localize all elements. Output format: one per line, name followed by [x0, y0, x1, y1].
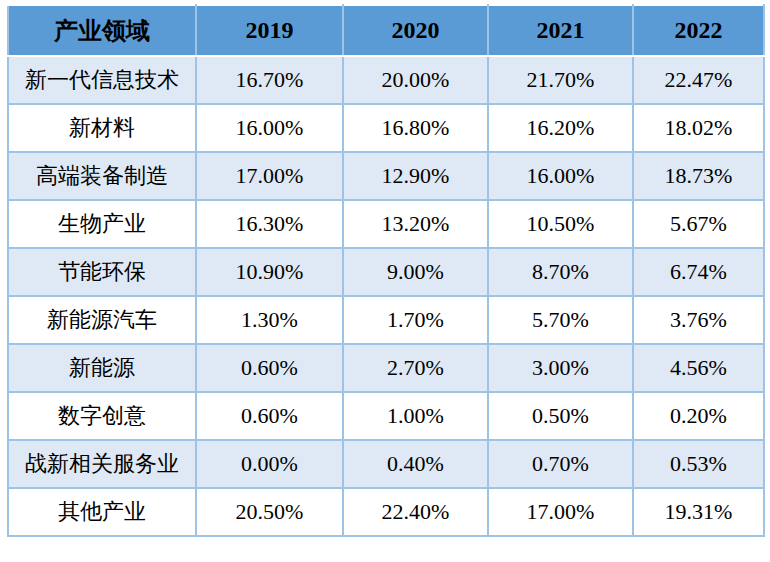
- cell-2022: 6.74%: [633, 248, 764, 296]
- cell-2021: 16.00%: [488, 152, 633, 200]
- cell-2019: 17.00%: [196, 152, 343, 200]
- row-label: 新一代信息技术: [8, 56, 196, 104]
- cell-2020: 13.20%: [343, 200, 488, 248]
- cell-2019: 0.60%: [196, 344, 343, 392]
- cell-2020: 2.70%: [343, 344, 488, 392]
- cell-2021: 5.70%: [488, 296, 633, 344]
- cell-2022: 3.76%: [633, 296, 764, 344]
- column-header-2020: 2020: [343, 5, 488, 56]
- table-row-bio-industry: 生物产业 16.30% 13.20% 10.50% 5.67%: [8, 200, 764, 248]
- cell-2020: 1.70%: [343, 296, 488, 344]
- cell-2022: 0.53%: [633, 440, 764, 488]
- cell-2020: 0.40%: [343, 440, 488, 488]
- cell-2020: 16.80%: [343, 104, 488, 152]
- row-label: 新能源: [8, 344, 196, 392]
- cell-2019: 1.30%: [196, 296, 343, 344]
- column-header-2021: 2021: [488, 5, 633, 56]
- cell-2021: 0.50%: [488, 392, 633, 440]
- table-row-strategic-services: 战新相关服务业 0.00% 0.40% 0.70% 0.53%: [8, 440, 764, 488]
- table-row-digital-creativity: 数字创意 0.60% 1.00% 0.50% 0.20%: [8, 392, 764, 440]
- cell-2019: 16.30%: [196, 200, 343, 248]
- table-row-other-industries: 其他产业 20.50% 22.40% 17.00% 19.31%: [8, 488, 764, 536]
- cell-2021: 8.70%: [488, 248, 633, 296]
- cell-2021: 21.70%: [488, 56, 633, 104]
- row-label: 高端装备制造: [8, 152, 196, 200]
- cell-2022: 18.73%: [633, 152, 764, 200]
- cell-2022: 18.02%: [633, 104, 764, 152]
- table-row-high-end-equipment: 高端装备制造 17.00% 12.90% 16.00% 18.73%: [8, 152, 764, 200]
- cell-2020: 22.40%: [343, 488, 488, 536]
- cell-2019: 20.50%: [196, 488, 343, 536]
- table-row-new-energy-vehicles: 新能源汽车 1.30% 1.70% 5.70% 3.76%: [8, 296, 764, 344]
- industry-share-table: 产业领域 2019 2020 2021 2022 新一代信息技术 16.70% …: [7, 4, 765, 537]
- cell-2021: 0.70%: [488, 440, 633, 488]
- row-label: 生物产业: [8, 200, 196, 248]
- cell-2021: 3.00%: [488, 344, 633, 392]
- cell-2019: 0.60%: [196, 392, 343, 440]
- header-row: 产业领域 2019 2020 2021 2022: [8, 5, 764, 56]
- column-header-industry: 产业领域: [8, 5, 196, 56]
- cell-2022: 5.67%: [633, 200, 764, 248]
- table-row-energy-saving: 节能环保 10.90% 9.00% 8.70% 6.74%: [8, 248, 764, 296]
- column-header-2019: 2019: [196, 5, 343, 56]
- table-row-new-materials: 新材料 16.00% 16.80% 16.20% 18.02%: [8, 104, 764, 152]
- cell-2021: 17.00%: [488, 488, 633, 536]
- table-row-new-energy: 新能源 0.60% 2.70% 3.00% 4.56%: [8, 344, 764, 392]
- cell-2020: 9.00%: [343, 248, 488, 296]
- row-label: 数字创意: [8, 392, 196, 440]
- row-label: 节能环保: [8, 248, 196, 296]
- cell-2019: 10.90%: [196, 248, 343, 296]
- cell-2022: 0.20%: [633, 392, 764, 440]
- industry-share-table-page: 产业领域 2019 2020 2021 2022 新一代信息技术 16.70% …: [0, 0, 770, 562]
- table-row-next-gen-it: 新一代信息技术 16.70% 20.00% 21.70% 22.47%: [8, 56, 764, 104]
- row-label: 其他产业: [8, 488, 196, 536]
- cell-2020: 12.90%: [343, 152, 488, 200]
- cell-2022: 22.47%: [633, 56, 764, 104]
- cell-2021: 10.50%: [488, 200, 633, 248]
- cell-2020: 1.00%: [343, 392, 488, 440]
- cell-2022: 19.31%: [633, 488, 764, 536]
- row-label: 新材料: [8, 104, 196, 152]
- cell-2019: 16.00%: [196, 104, 343, 152]
- cell-2019: 0.00%: [196, 440, 343, 488]
- cell-2019: 16.70%: [196, 56, 343, 104]
- row-label: 战新相关服务业: [8, 440, 196, 488]
- row-label: 新能源汽车: [8, 296, 196, 344]
- cell-2022: 4.56%: [633, 344, 764, 392]
- column-header-2022: 2022: [633, 5, 764, 56]
- cell-2021: 16.20%: [488, 104, 633, 152]
- cell-2020: 20.00%: [343, 56, 488, 104]
